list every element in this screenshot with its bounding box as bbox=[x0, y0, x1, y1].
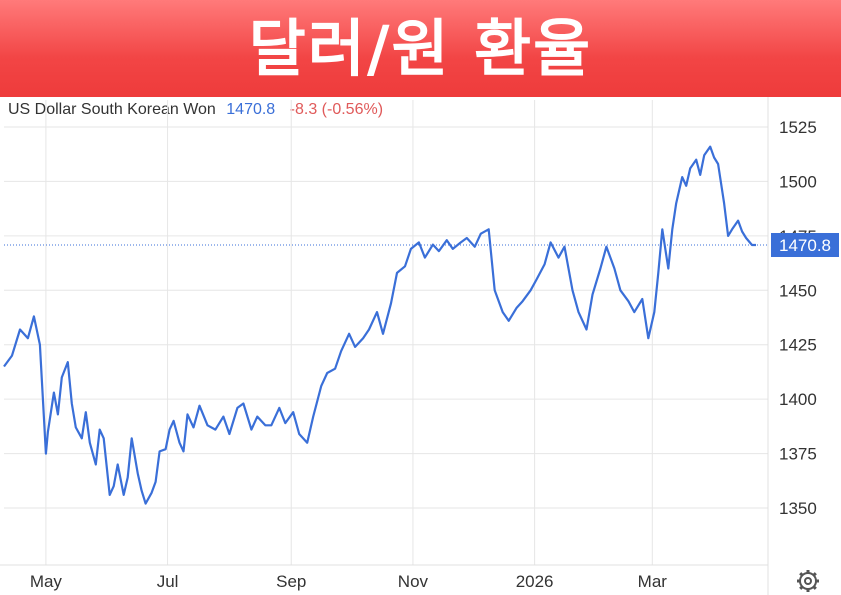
y-tick-label: 1425 bbox=[779, 336, 817, 355]
x-tick-label: Sep bbox=[276, 572, 306, 591]
instrument-header: US Dollar South Korean Won 1470.8 -8.3 (… bbox=[8, 101, 383, 119]
series-line bbox=[3, 145, 756, 505]
x-tick-label: May bbox=[30, 572, 63, 591]
x-tick-label: Nov bbox=[398, 572, 429, 591]
axes: 13501375140014251450147515001525MayJulSe… bbox=[0, 97, 817, 595]
price-tag bbox=[771, 233, 839, 258]
y-tick-label: 1500 bbox=[779, 172, 817, 191]
y-tick-label: 1525 bbox=[779, 118, 817, 137]
x-tick-label: Jul bbox=[157, 572, 179, 591]
price-tag-layer: 1470.8 bbox=[771, 233, 839, 258]
price-tag-label: 1470.8 bbox=[779, 236, 831, 255]
current-price: 1470.8 bbox=[226, 101, 276, 118]
y-tick-label: 1400 bbox=[779, 390, 817, 409]
gear-icon[interactable] bbox=[797, 570, 819, 592]
instrument-name: US Dollar South Korean Won bbox=[8, 101, 216, 118]
y-tick-label: 1350 bbox=[779, 499, 817, 518]
series-layer bbox=[3, 145, 768, 505]
banner-title: 달러/원 환율 bbox=[248, 11, 593, 85]
x-tick-label: 2026 bbox=[516, 572, 554, 591]
grid-lines bbox=[4, 100, 768, 565]
title-banner: 달러/원 환율 bbox=[0, 0, 841, 97]
x-tick-label: Mar bbox=[638, 572, 668, 591]
price-change: -8.3 (-0.56%) bbox=[289, 101, 384, 118]
y-tick-label: 1375 bbox=[779, 445, 817, 464]
y-tick-label: 1450 bbox=[779, 281, 817, 300]
